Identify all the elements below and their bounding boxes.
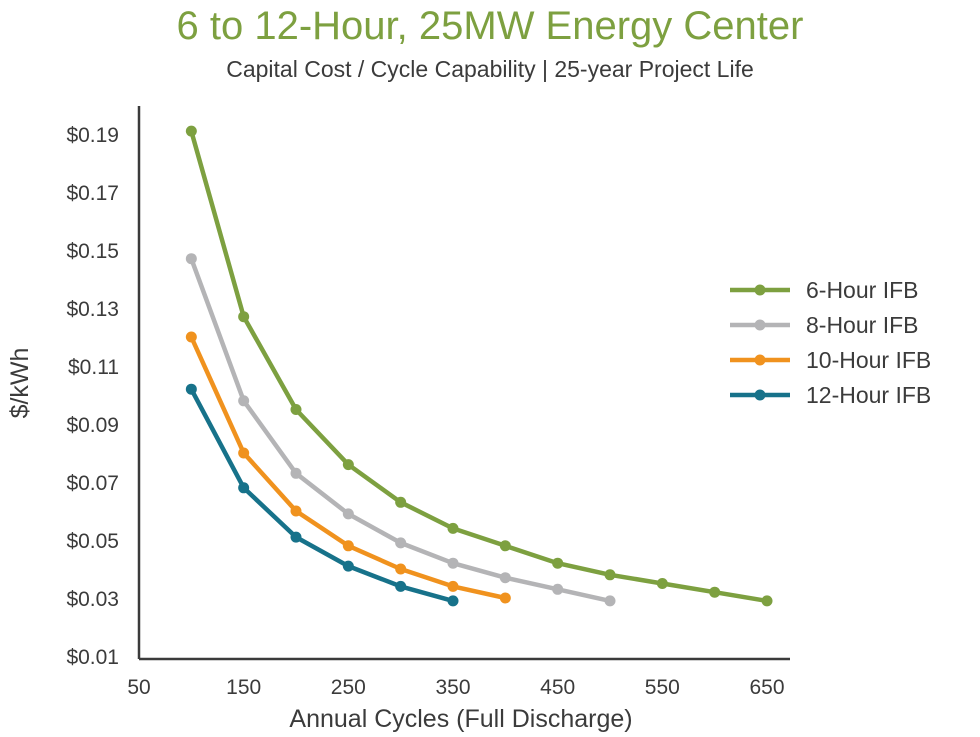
- data-point: [447, 522, 459, 534]
- data-point: [185, 125, 197, 137]
- series-line: [189, 386, 456, 604]
- legend-item: 12-Hour IFB: [730, 382, 931, 408]
- data-point: [185, 383, 197, 395]
- data-point: [342, 508, 354, 520]
- data-point: [342, 459, 354, 471]
- data-point: [290, 531, 302, 543]
- data-point: [342, 540, 354, 552]
- legend-item: 10-Hour IFB: [730, 347, 931, 373]
- data-point: [290, 467, 302, 479]
- y-tick-label: $0.11: [68, 356, 119, 379]
- data-point: [656, 578, 668, 589]
- y-tick-label: $0.01: [66, 646, 119, 669]
- data-point: [447, 595, 459, 607]
- y-tick-label: $0.09: [66, 414, 119, 437]
- legend-swatch-marker: [754, 284, 766, 296]
- data-point: [552, 583, 564, 595]
- x-tick-label: 150: [226, 676, 261, 699]
- x-tick-label: 350: [435, 676, 470, 699]
- series-line: [189, 128, 770, 604]
- x-tick-label: 450: [540, 676, 575, 699]
- legend-swatch-marker: [754, 319, 766, 331]
- y-tick-label: $0.03: [66, 588, 119, 611]
- data-point: [238, 311, 250, 323]
- data-point: [185, 253, 197, 265]
- series-line: [189, 256, 613, 604]
- data-point: [395, 563, 407, 575]
- legend-item: 8-Hour IFB: [730, 312, 918, 338]
- y-tick-label: $0.07: [66, 472, 119, 495]
- x-tick-label: 50: [127, 676, 150, 699]
- data-point: [604, 569, 616, 581]
- data-point: [709, 586, 721, 598]
- data-point: [552, 557, 564, 569]
- series-group: [185, 125, 773, 607]
- data-point: [395, 580, 407, 592]
- axes: [137, 106, 790, 661]
- data-point: [499, 572, 511, 584]
- x-tick-label: 250: [331, 676, 366, 699]
- data-point: [447, 580, 459, 592]
- data-point: [761, 595, 773, 607]
- chart-title: 6 to 12-Hour, 25MW Energy Center: [176, 4, 804, 48]
- data-point: [342, 560, 354, 572]
- y-tick-label: $0.05: [66, 530, 119, 553]
- chart-subtitle: Capital Cost / Cycle Capability | 25-yea…: [226, 56, 754, 82]
- legend-label: 12-Hour IFB: [806, 382, 931, 408]
- series-12-hour-ifb: [185, 383, 459, 607]
- data-point: [447, 557, 459, 569]
- x-tick-label: 550: [645, 676, 680, 699]
- y-tick-labels: $0.19 $0.17 $0.15 $0.13 $0.11 $0.09 $0.07 $0.05…: [66, 124, 119, 669]
- legend-item: 6-Hour IFB: [730, 277, 918, 303]
- data-point: [290, 404, 302, 415]
- data-point: [238, 395, 250, 407]
- data-point: [499, 540, 511, 552]
- data-point: [185, 331, 197, 343]
- y-tick-label: $0.15: [66, 240, 119, 263]
- legend-label: 10-Hour IFB: [806, 347, 931, 373]
- legend-swatch-marker: [754, 354, 766, 366]
- data-point: [604, 595, 616, 607]
- series-8-hour-ifb: [185, 253, 616, 607]
- y-tick-label: $0.17: [66, 182, 119, 205]
- series-10-hour-ifb: [185, 331, 511, 604]
- x-tick-label: 650: [749, 676, 784, 699]
- legend-swatch-marker: [754, 389, 766, 401]
- data-point: [395, 537, 407, 549]
- series-6-hour-ifb: [185, 125, 773, 607]
- x-tick-labels: 50 150 250 350 450 550 650: [127, 676, 784, 699]
- y-tick-label: $0.19: [66, 124, 119, 147]
- legend: 6-Hour IFB 8-Hour IFB 10-Hour IFB 12-Hour I…: [730, 277, 931, 408]
- data-point: [238, 447, 250, 459]
- data-point: [238, 482, 250, 494]
- data-point: [290, 505, 302, 517]
- y-axis-label: $/kWh: [6, 348, 34, 419]
- legend-label: 8-Hour IFB: [806, 312, 918, 338]
- data-point: [395, 496, 407, 508]
- y-tick-label: $0.13: [66, 298, 119, 321]
- data-point: [499, 592, 511, 604]
- x-axis-label: Annual Cycles (Full Discharge): [289, 705, 632, 733]
- legend-label: 6-Hour IFB: [806, 277, 918, 303]
